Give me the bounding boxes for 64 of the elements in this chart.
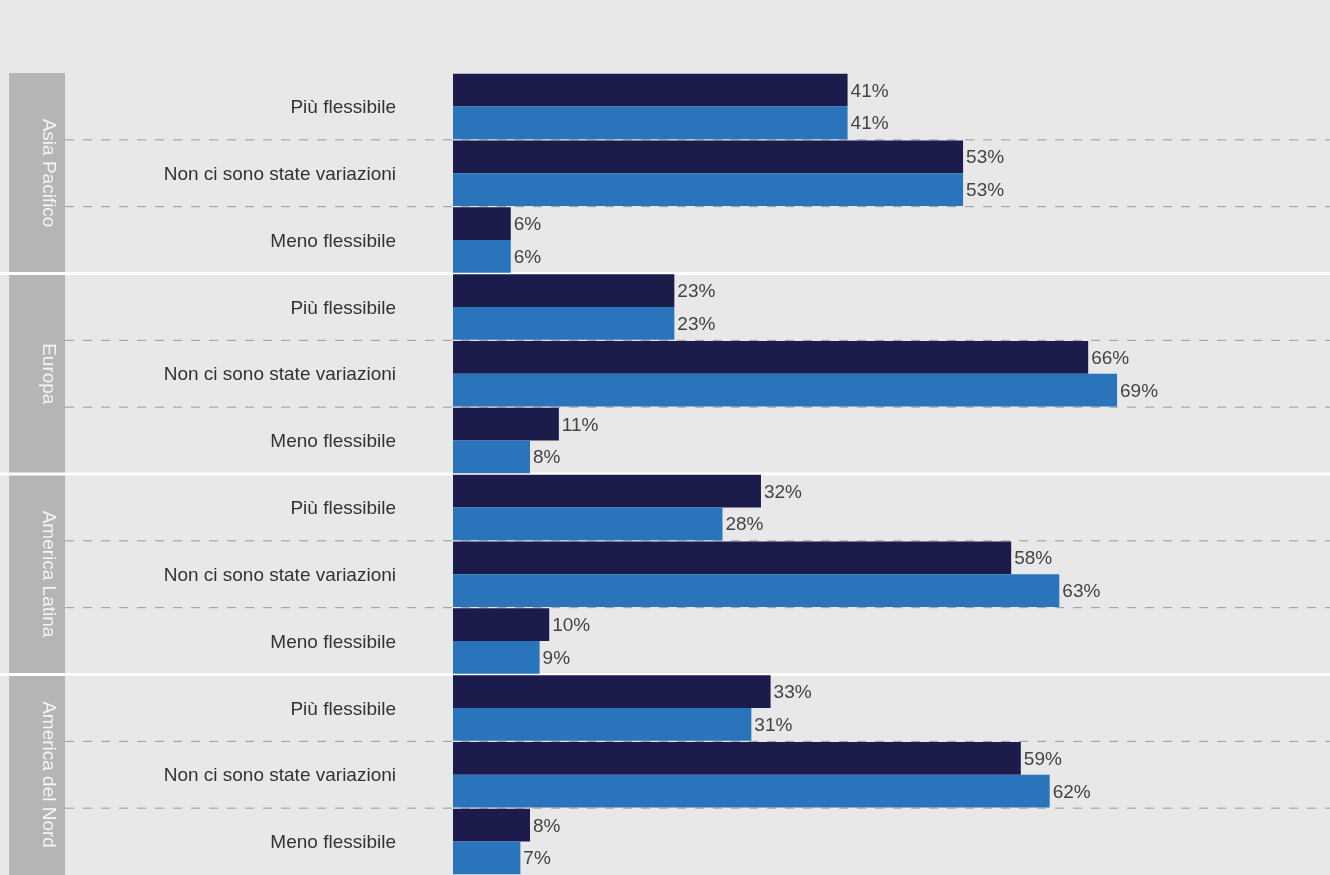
- bar: [453, 73, 848, 107]
- data-label: 53%: [966, 146, 1005, 168]
- data-label: 23%: [677, 280, 716, 302]
- bar: [453, 675, 771, 708]
- data-label: 32%: [763, 480, 803, 502]
- data-label: 6%: [513, 245, 542, 267]
- y-tick-label: Più flessibile: [290, 296, 396, 318]
- y-tick-label: Non ci sono state variazioni: [163, 764, 396, 786]
- y-tick-label: Non ci sono state variazioni: [163, 162, 396, 184]
- data-label: 31%: [754, 713, 793, 735]
- text: America Latina: [38, 510, 60, 638]
- y-tick-label: Meno flessibile: [270, 831, 396, 853]
- bar: [453, 173, 964, 206]
- y-tick-label: Non ci sono state variazioni: [163, 563, 396, 585]
- y-tick-label: Meno flessibile: [270, 229, 396, 251]
- bar: [453, 341, 1089, 374]
- data-label: 33%: [773, 681, 812, 703]
- data-label: 6%: [513, 213, 542, 235]
- data-label: 53%: [966, 179, 1005, 201]
- bar: [453, 841, 521, 875]
- bar: [453, 440, 530, 474]
- data-label: 59%: [1023, 747, 1062, 769]
- bar: [453, 373, 1118, 407]
- y-tick-label: Più flessibile: [290, 697, 396, 719]
- data-label: 9%: [542, 646, 571, 668]
- bar: [453, 306, 675, 340]
- y-tick-label: Non ci sono state variazioni: [163, 363, 396, 385]
- text: Asia Pacifico: [38, 118, 60, 228]
- y-tick-label: Meno flessibile: [270, 430, 396, 452]
- data-label: 58%: [1014, 547, 1053, 569]
- bar: [453, 541, 1012, 575]
- text: America del Nord: [39, 701, 61, 848]
- bar: [453, 808, 530, 842]
- data-label: 63%: [1062, 580, 1101, 602]
- bar: [453, 507, 723, 541]
- bar: [453, 140, 964, 174]
- bar: [453, 106, 848, 140]
- data-label: 7%: [523, 847, 551, 869]
- data-label: 69%: [1120, 379, 1159, 401]
- data-label: 28%: [725, 513, 764, 535]
- bar: [453, 608, 550, 642]
- bar: [453, 742, 1021, 775]
- y-tick-label: Più flessibile: [290, 96, 396, 118]
- bar: [453, 774, 1050, 808]
- bar: [453, 574, 1060, 607]
- text: Europa: [39, 343, 61, 405]
- data-label: 23%: [677, 312, 716, 334]
- y-tick-label: Più flessibile: [290, 497, 396, 519]
- data-label: 10%: [552, 614, 591, 636]
- data-label: 41%: [850, 112, 889, 134]
- data-label: 8%: [532, 446, 561, 468]
- data-label: 66%: [1091, 346, 1130, 368]
- bar: [453, 407, 559, 441]
- bar: [453, 707, 752, 741]
- data-label: 41%: [850, 79, 889, 101]
- bar: [453, 207, 511, 241]
- data-label: 11%: [561, 413, 599, 435]
- bar: [453, 641, 540, 674]
- bar: [453, 474, 761, 508]
- bar: [453, 274, 675, 307]
- data-label: 62%: [1052, 780, 1091, 802]
- data-label: 8%: [532, 814, 561, 836]
- bar: [453, 240, 511, 273]
- y-tick-label: Meno flessibile: [270, 630, 396, 652]
